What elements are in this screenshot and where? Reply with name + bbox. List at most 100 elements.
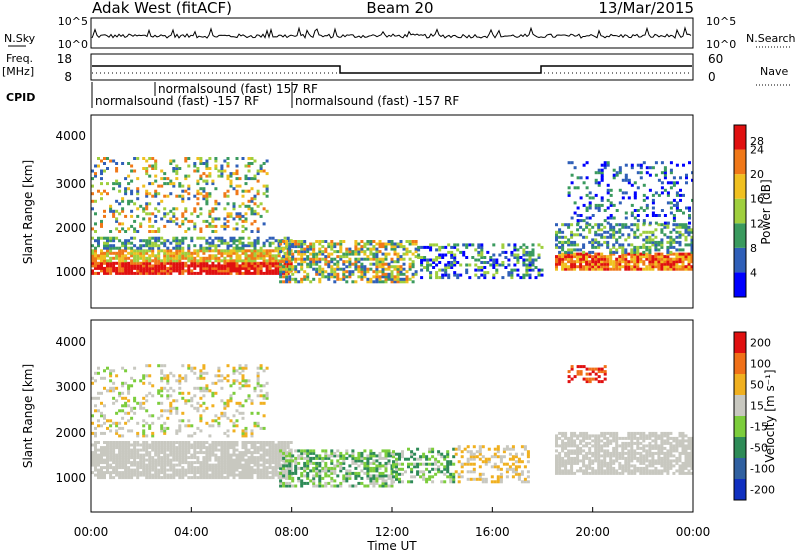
heatmap-cell xyxy=(627,235,631,239)
heatmap-cell xyxy=(127,443,131,447)
heatmap-cell xyxy=(282,484,286,488)
heatmap-cell xyxy=(163,271,167,275)
heatmap-cell xyxy=(226,416,230,420)
heatmap-cell xyxy=(214,159,218,163)
heatmap-cell xyxy=(627,451,631,455)
heatmap-cell xyxy=(363,449,367,453)
heatmap-cell xyxy=(130,249,134,253)
heatmap-cell xyxy=(274,448,278,452)
heatmap-cell xyxy=(429,243,433,247)
heatmap-cell xyxy=(193,448,197,452)
heatmap-cell xyxy=(100,446,103,450)
heatmap-cell xyxy=(318,476,322,480)
heatmap-cell xyxy=(97,471,100,475)
heatmap-cell xyxy=(354,240,358,243)
heatmap-cell xyxy=(247,249,251,253)
heatmap-cell xyxy=(576,260,580,264)
heatmap-cell xyxy=(446,455,450,459)
heatmap-cell xyxy=(600,471,604,475)
heatmap-cell xyxy=(558,456,562,460)
power-heatmap xyxy=(91,157,693,284)
heatmap-cell xyxy=(502,462,506,466)
heatmap-cell xyxy=(363,484,367,488)
heatmap-cell xyxy=(220,164,224,168)
heatmap-cell xyxy=(184,473,188,477)
heatmap-cell xyxy=(372,257,376,261)
heatmap-cell xyxy=(492,253,496,257)
heatmap-cell xyxy=(600,434,604,438)
heatmap-cell xyxy=(223,256,227,260)
heatmap-cell xyxy=(244,249,248,253)
heatmap-cell xyxy=(217,471,221,475)
heatmap-cell xyxy=(103,414,106,418)
heatmap-cell xyxy=(678,255,682,259)
heatmap-cell xyxy=(145,271,149,275)
heatmap-cell xyxy=(277,246,281,250)
heatmap-cell xyxy=(443,480,447,484)
heatmap-cell xyxy=(570,250,574,254)
heatmap-cell xyxy=(684,230,688,234)
heatmap-cell xyxy=(205,194,209,198)
heatmap-cell xyxy=(288,242,292,246)
heatmap-cell xyxy=(214,476,218,480)
heatmap-cell xyxy=(333,272,337,276)
heatmap-cell xyxy=(160,371,164,375)
heatmap-cell xyxy=(499,477,503,481)
heatmap-cell xyxy=(384,451,388,455)
heatmap-cell xyxy=(208,212,212,216)
heatmap-cell xyxy=(100,192,103,196)
heatmap-cell xyxy=(127,468,131,472)
heatmap-cell xyxy=(196,197,200,201)
heatmap-cell xyxy=(205,471,209,475)
heatmap-cell xyxy=(600,196,604,200)
heatmap-cell xyxy=(288,265,292,269)
heatmap-cell xyxy=(585,431,589,435)
heatmap-cell xyxy=(597,203,601,207)
heatmap-cell xyxy=(196,471,200,475)
heatmap-cell xyxy=(97,441,100,444)
heatmap-cell xyxy=(244,219,248,223)
heatmap-cell xyxy=(600,439,604,443)
heatmap-cell xyxy=(247,207,251,211)
heatmap-cell xyxy=(121,162,125,165)
heatmap-cell xyxy=(193,443,197,447)
heatmap-cell xyxy=(160,401,164,405)
heatmap-cell xyxy=(139,269,143,273)
heatmap-cell xyxy=(285,277,289,281)
heatmap-cell xyxy=(468,243,472,247)
heatmap-cell xyxy=(606,198,610,202)
heatmap-cell xyxy=(223,192,227,196)
heatmap-cell xyxy=(142,271,146,275)
heatmap-cell xyxy=(277,443,281,447)
heatmap-cell xyxy=(303,250,307,254)
heatmap-cell xyxy=(241,376,245,380)
heatmap-cell xyxy=(438,245,442,249)
heatmap-cell xyxy=(573,243,577,247)
heatmap-cell xyxy=(247,177,251,181)
heatmap-cell xyxy=(306,471,310,475)
heatmap-cell xyxy=(175,269,179,273)
heatmap-cell xyxy=(244,189,248,193)
heatmap-cell xyxy=(501,263,505,267)
heatmap-cell xyxy=(250,222,254,226)
heatmap-cell xyxy=(606,471,610,475)
heatmap-cell xyxy=(232,246,236,250)
heatmap-cell xyxy=(633,257,637,261)
heatmap-cell xyxy=(606,469,610,473)
heatmap-cell xyxy=(585,255,589,259)
heatmap-cell xyxy=(615,240,619,244)
heatmap-cell xyxy=(193,209,197,213)
heatmap-cell xyxy=(636,214,640,217)
heatmap-cell xyxy=(402,277,406,281)
heatmap-cell xyxy=(124,446,128,450)
heatmap-cell xyxy=(570,260,574,264)
heatmap-cell xyxy=(193,471,197,475)
heatmap-cell xyxy=(154,463,158,467)
heatmap-cell xyxy=(226,443,230,447)
heatmap-cell xyxy=(247,256,251,260)
heatmap-cell xyxy=(283,448,287,452)
heatmap-cell xyxy=(268,256,272,260)
heatmap-cell xyxy=(208,264,212,268)
heatmap-cell xyxy=(567,250,571,254)
heatmap-cell xyxy=(127,241,131,245)
